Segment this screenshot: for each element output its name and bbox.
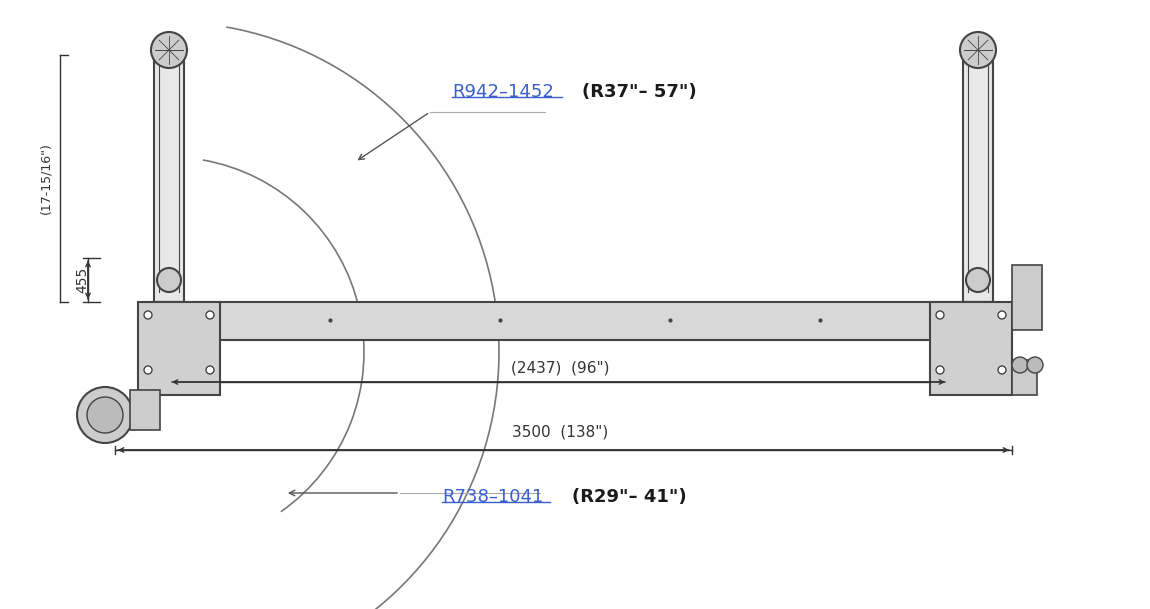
Circle shape xyxy=(151,32,187,68)
Circle shape xyxy=(158,268,181,292)
Text: (2437)  (96"): (2437) (96") xyxy=(511,361,610,376)
Circle shape xyxy=(966,268,990,292)
Circle shape xyxy=(206,366,214,374)
Circle shape xyxy=(1012,357,1028,373)
Circle shape xyxy=(936,366,944,374)
Bar xyxy=(130,390,160,430)
Circle shape xyxy=(144,366,152,374)
Bar xyxy=(1012,360,1037,395)
Circle shape xyxy=(960,32,996,68)
Text: 455: 455 xyxy=(75,267,89,293)
Bar xyxy=(1012,265,1042,330)
Text: 3500  (138"): 3500 (138") xyxy=(512,424,608,440)
Circle shape xyxy=(206,311,214,319)
Bar xyxy=(930,302,1012,395)
Bar xyxy=(963,55,992,302)
Circle shape xyxy=(1027,357,1043,373)
Circle shape xyxy=(998,366,1006,374)
Bar xyxy=(148,302,998,340)
Text: (R37"– 57"): (R37"– 57") xyxy=(582,83,697,101)
Circle shape xyxy=(998,311,1006,319)
Circle shape xyxy=(936,311,944,319)
Circle shape xyxy=(87,397,123,433)
Text: R738–1041: R738–1041 xyxy=(442,488,544,506)
Text: (R29"– 41"): (R29"– 41") xyxy=(572,488,687,506)
Bar xyxy=(138,302,220,395)
Bar xyxy=(154,55,184,302)
Circle shape xyxy=(144,311,152,319)
Text: R942–1452: R942–1452 xyxy=(452,83,554,101)
Circle shape xyxy=(77,387,133,443)
Text: (17-15/16"): (17-15/16") xyxy=(39,142,53,214)
